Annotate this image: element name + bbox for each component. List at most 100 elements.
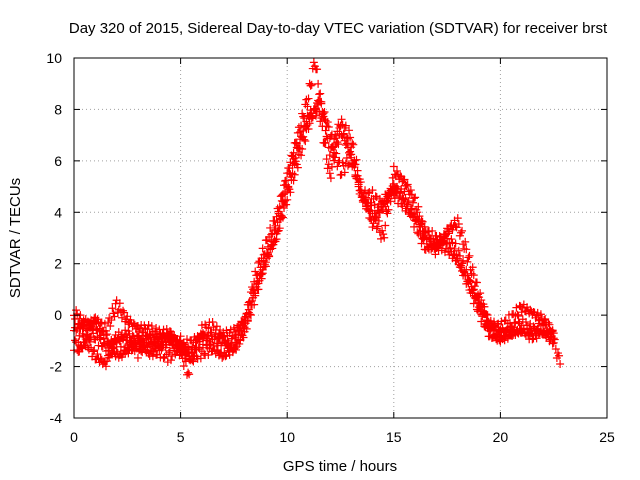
data-point <box>216 326 225 335</box>
data-point <box>297 151 306 160</box>
data-point <box>315 90 324 99</box>
data-point <box>334 140 343 149</box>
data-point <box>119 306 128 315</box>
data-point <box>221 352 230 361</box>
data-point <box>206 328 215 337</box>
data-point <box>272 229 281 238</box>
data-point <box>304 94 313 103</box>
data-point <box>291 138 300 147</box>
x-tick-label: 15 <box>386 429 402 445</box>
data-point <box>275 224 284 233</box>
data-point <box>165 327 174 336</box>
data-point <box>147 322 156 331</box>
data-point <box>88 324 97 333</box>
data-point <box>342 139 351 148</box>
data-point <box>327 130 336 139</box>
data-point <box>209 341 218 350</box>
data-point <box>96 335 105 344</box>
data-point <box>451 239 460 248</box>
data-point <box>313 65 322 74</box>
data-point <box>309 58 318 67</box>
data-point <box>472 278 481 287</box>
data-point <box>341 121 350 130</box>
data-point <box>418 234 427 243</box>
data-point <box>110 312 119 321</box>
data-point <box>513 310 522 319</box>
data-point <box>284 182 293 191</box>
data-point <box>410 194 419 203</box>
data-point <box>456 263 465 272</box>
series-satellite-arc-4 <box>74 313 194 379</box>
x-tick-label: 25 <box>599 429 615 445</box>
data-point <box>406 205 415 214</box>
data-point <box>261 262 270 271</box>
data-point <box>265 252 274 261</box>
x-tick-label: 20 <box>493 429 509 445</box>
data-point <box>415 223 424 232</box>
data-point <box>347 150 356 159</box>
data-point <box>450 244 459 253</box>
data-point <box>340 168 349 177</box>
data-point <box>81 341 90 350</box>
data-point <box>468 263 477 272</box>
data-point <box>392 166 401 175</box>
data-point <box>471 294 480 303</box>
data-point <box>98 326 107 335</box>
data-point <box>339 130 348 139</box>
data-point <box>185 370 194 379</box>
data-point <box>468 286 477 295</box>
data-point <box>101 331 110 340</box>
data-point <box>240 327 249 336</box>
data-point <box>189 357 198 366</box>
data-point <box>93 350 102 359</box>
data-point <box>556 360 565 368</box>
data-point <box>314 100 323 109</box>
data-point <box>463 271 472 280</box>
data-point <box>362 193 371 202</box>
data-point <box>267 230 276 239</box>
y-axis-label: SDTVAR / TECUs <box>7 178 24 298</box>
data-point <box>404 197 413 206</box>
x-axis-label: GPS time / hours <box>283 458 397 475</box>
data-point <box>499 332 508 341</box>
data-point <box>204 324 213 333</box>
data-point <box>346 133 355 142</box>
data-point <box>350 160 359 169</box>
data-point <box>106 321 115 330</box>
data-point <box>257 270 266 279</box>
data-point <box>198 329 207 338</box>
data-point <box>384 194 393 203</box>
data-point <box>496 337 505 346</box>
data-point <box>236 335 245 344</box>
data-point <box>472 293 481 302</box>
data-point <box>526 329 535 338</box>
data-point <box>389 162 398 171</box>
data-point <box>172 347 181 356</box>
data-point <box>373 222 382 231</box>
data-point <box>375 194 384 203</box>
data-point <box>109 343 118 352</box>
data-point <box>167 356 176 365</box>
data-point <box>306 81 315 90</box>
data-point <box>248 300 257 309</box>
data-point <box>549 329 558 338</box>
data-point <box>170 334 179 343</box>
data-point <box>319 109 328 118</box>
data-point <box>411 193 420 202</box>
data-point <box>311 111 320 120</box>
data-point <box>354 180 363 189</box>
data-point <box>374 216 383 225</box>
x-tick-label: 5 <box>177 429 185 445</box>
data-point <box>233 342 242 351</box>
data-point <box>444 229 453 238</box>
data-point <box>477 305 486 314</box>
data-point <box>315 107 324 116</box>
data-point <box>258 244 267 253</box>
data-point <box>318 122 327 131</box>
data-point <box>343 143 352 152</box>
y-tick-label: 2 <box>54 256 62 272</box>
data-point <box>458 226 467 235</box>
data-point <box>298 133 307 142</box>
data-point <box>266 223 275 232</box>
